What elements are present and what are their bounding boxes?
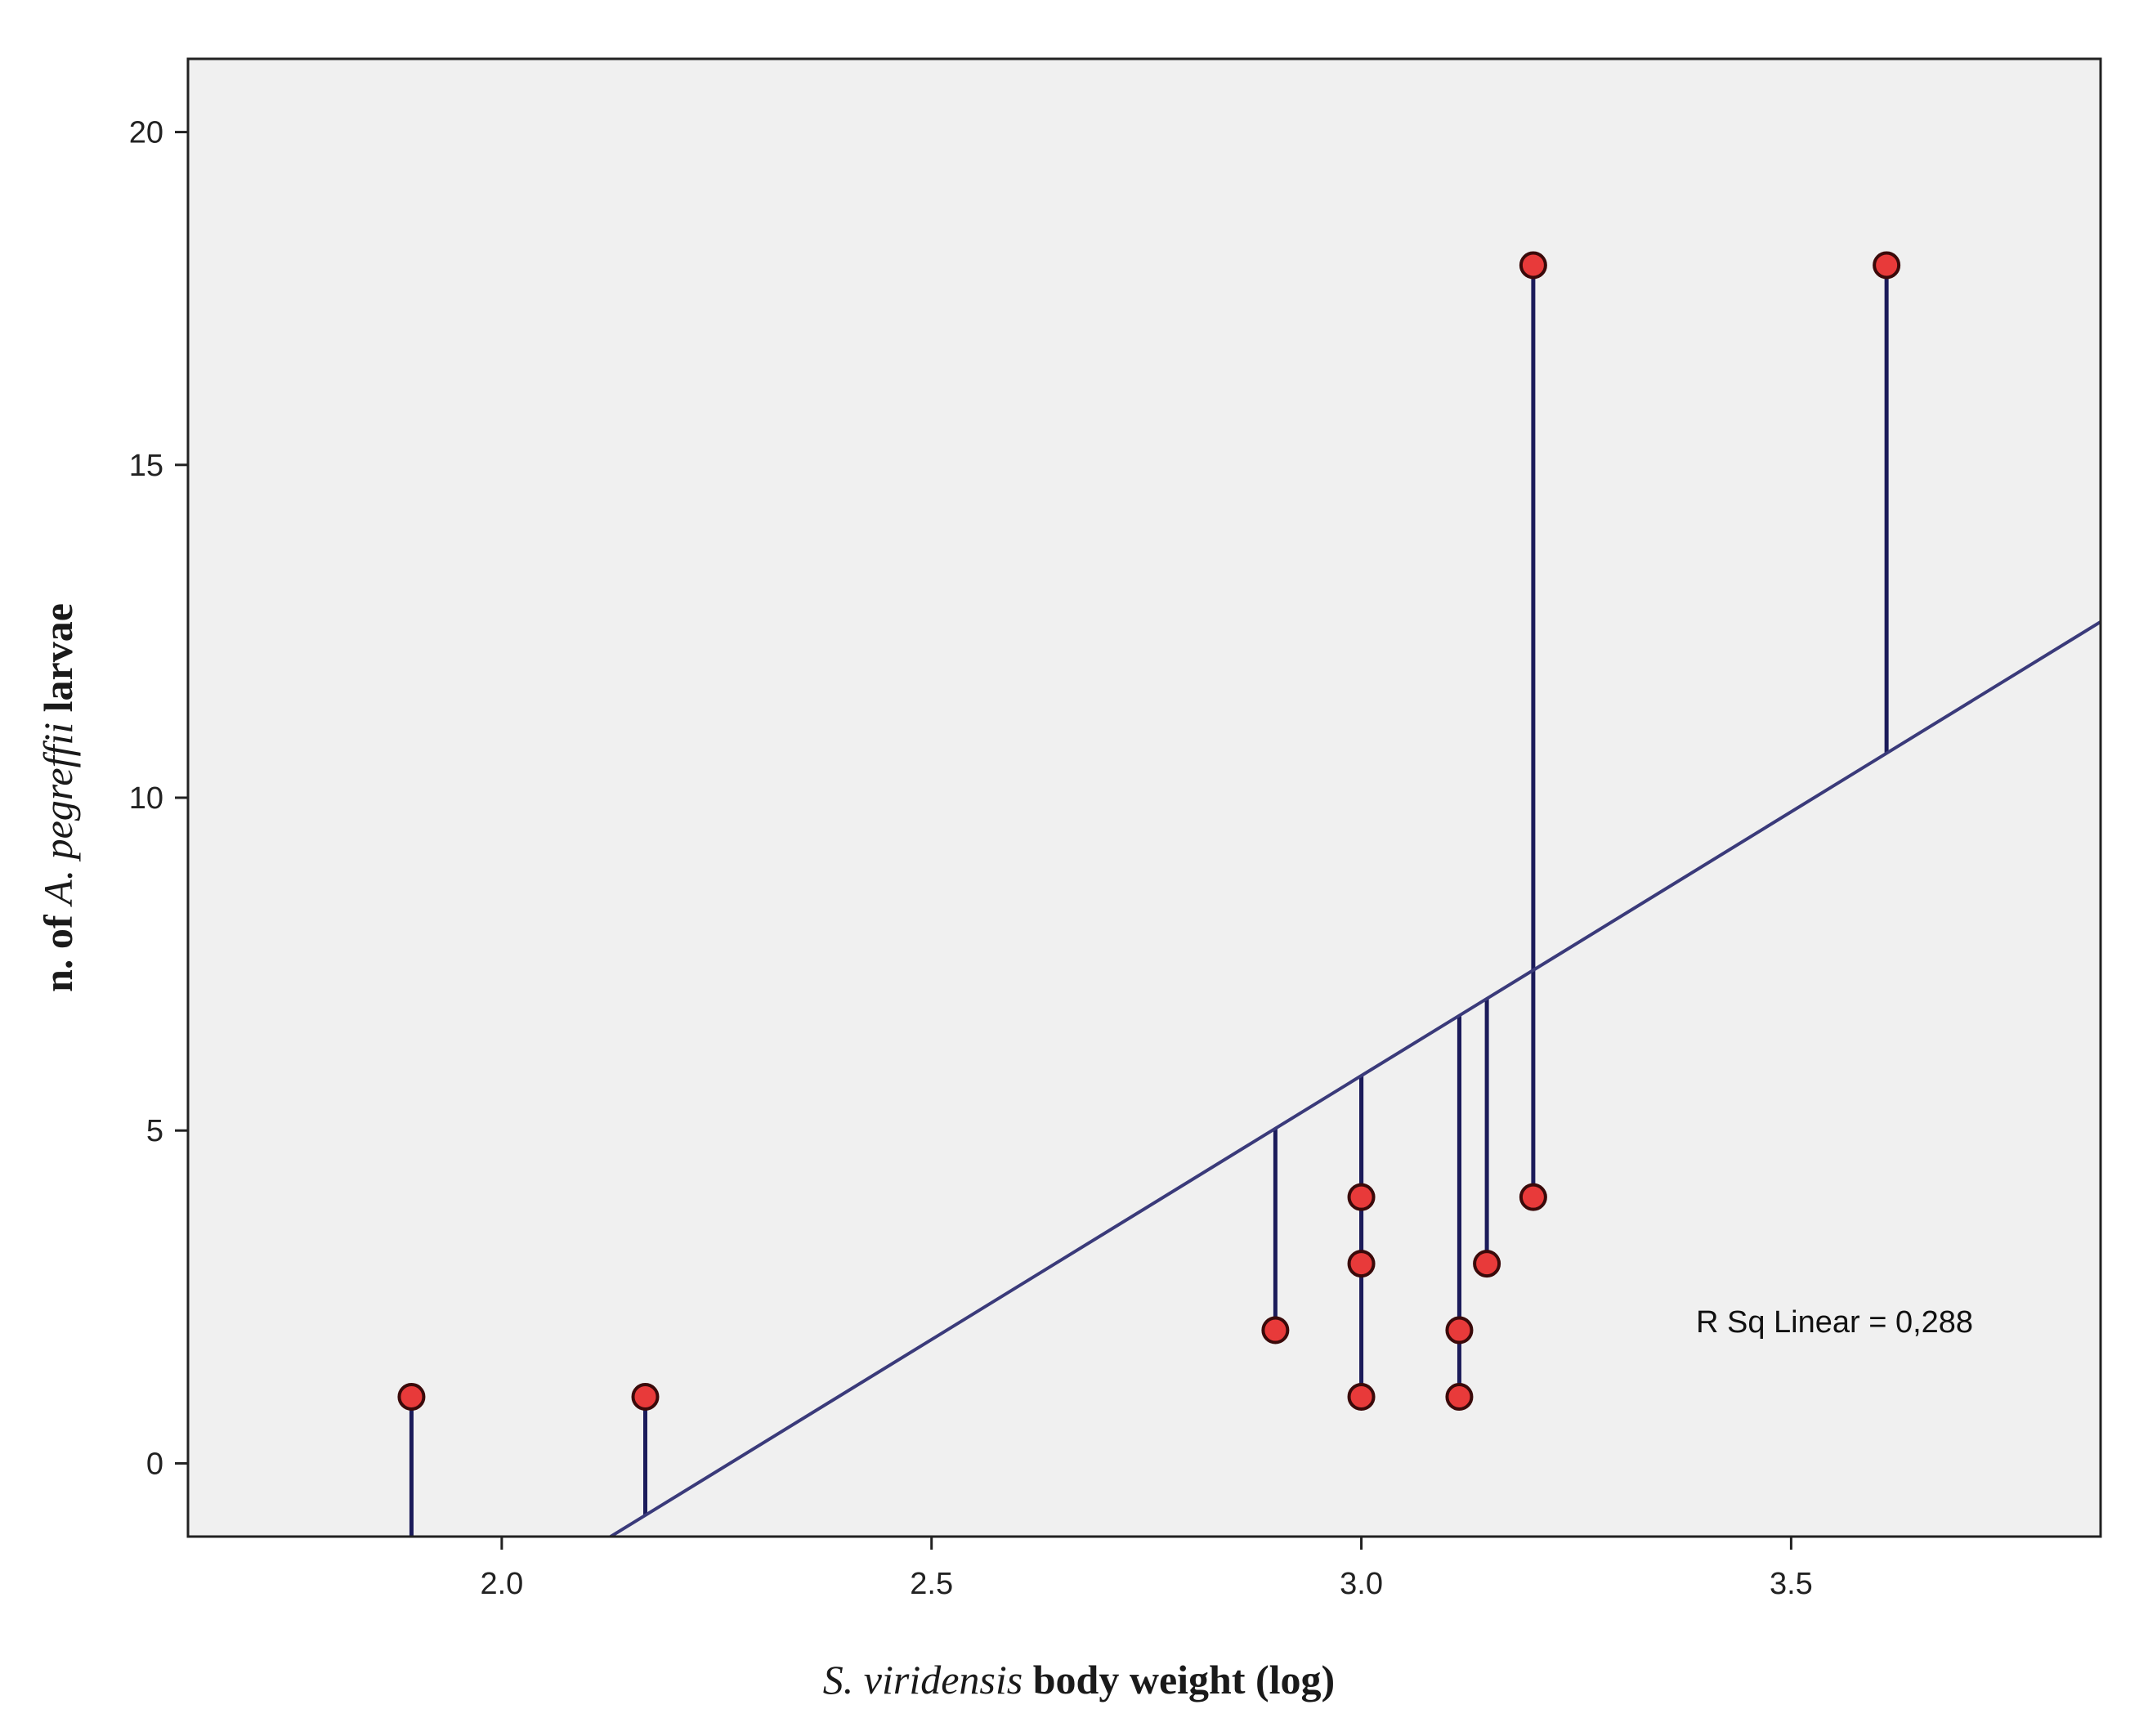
data-point: [1347, 1183, 1376, 1211]
data-point: [1873, 251, 1901, 280]
data-point: [1347, 1250, 1376, 1278]
x-axis: 2.0 2.5 3.0 3.5: [480, 1537, 1813, 1601]
y-axis-title-italic: A. pegreffii: [35, 723, 81, 907]
x-tick-label: 3.5: [1770, 1567, 1813, 1601]
x-axis-title: S. viridensis body weight (log): [823, 1657, 1335, 1702]
x-tick-label: 2.5: [910, 1567, 953, 1601]
y-axis: 0 5 10 15 20: [129, 116, 188, 1481]
data-point: [1519, 251, 1547, 280]
points-layer: [397, 251, 1901, 1411]
data-point: [631, 1382, 660, 1411]
data-point: [397, 1382, 426, 1411]
data-point: [1347, 1382, 1376, 1411]
y-axis-title-prefix: n. of: [35, 905, 81, 992]
y-tick-label: 20: [129, 116, 163, 150]
data-point: [1473, 1250, 1501, 1278]
data-point: [1519, 1183, 1547, 1211]
y-tick-label: 15: [129, 449, 163, 483]
data-point: [1261, 1316, 1290, 1345]
y-axis-title-suffix: larvae: [35, 603, 81, 723]
regression-line: [607, 620, 2101, 1537]
data-point: [1445, 1316, 1474, 1345]
r-squared-annotation: R Sq Linear = 0,288: [1696, 1305, 1973, 1340]
data-point: [1445, 1382, 1474, 1411]
x-axis-title-rest: body weight (log): [1023, 1657, 1335, 1702]
y-tick-label: 0: [146, 1447, 163, 1481]
y-axis-title: n. of A. pegreffii larvae: [35, 603, 81, 992]
fit-layer: [607, 620, 2101, 1537]
x-tick-label: 2.0: [480, 1567, 523, 1601]
x-axis-title-italic: S. viridensis: [823, 1657, 1023, 1702]
y-tick-label: 10: [129, 781, 163, 816]
y-tick-label: 5: [146, 1114, 163, 1148]
x-tick-label: 3.0: [1340, 1567, 1383, 1601]
plot-area: [188, 59, 2101, 1537]
